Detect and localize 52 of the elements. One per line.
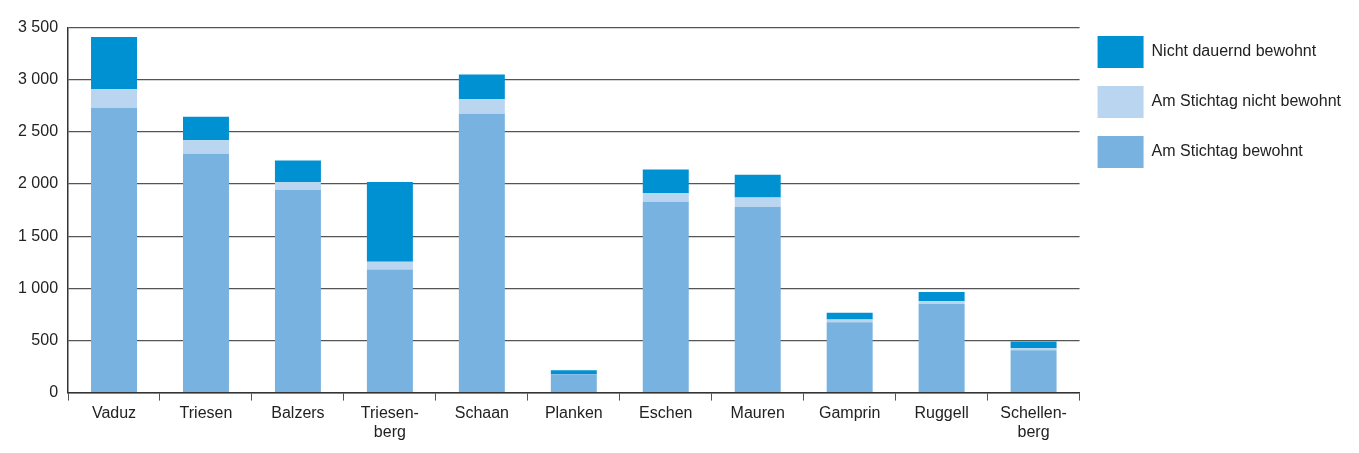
bar	[274, 160, 321, 182]
x-tick-label: Schaan	[454, 403, 509, 421]
bar	[91, 89, 138, 108]
legend-label: Am Stichtag bewohnt	[1151, 142, 1304, 160]
y-tick-label: 2 500	[17, 122, 59, 140]
bar	[826, 322, 873, 392]
legend-label: Am Stichtag nicht bewohnt	[1151, 92, 1342, 110]
y-tick-label: 3 500	[17, 18, 59, 36]
bar	[1010, 350, 1057, 392]
bar	[366, 269, 413, 392]
x-tick-label: Balzers	[271, 403, 325, 421]
y-tick-label: 2 000	[17, 174, 59, 192]
bar	[274, 181, 321, 190]
bar	[918, 291, 965, 302]
bar	[458, 113, 505, 392]
x-tick-label: Planken	[544, 403, 603, 421]
bar	[274, 189, 321, 392]
x-tick-label: Vaduz	[91, 403, 137, 421]
bar	[918, 301, 965, 304]
x-tick-label: Gamprin	[818, 403, 881, 421]
bar	[550, 370, 597, 375]
x-tick-label: Schellen- berg	[1000, 403, 1067, 440]
bar	[826, 312, 873, 320]
x-tick-label: Triesen- berg	[360, 403, 419, 440]
bar	[734, 174, 781, 198]
bar	[642, 169, 689, 193]
y-tick-label: 1 500	[17, 226, 59, 244]
bar	[182, 140, 229, 154]
bar	[642, 192, 689, 202]
bar	[182, 153, 229, 392]
y-tick-label: 1 000	[17, 278, 59, 296]
legend-label: Nicht dauernd bewohnt	[1151, 42, 1317, 60]
bar	[91, 36, 138, 90]
x-tick-label: Eschen	[639, 403, 693, 421]
bar	[366, 261, 413, 270]
y-tick-label: 500	[31, 330, 59, 348]
bar	[458, 99, 505, 114]
bar	[1010, 348, 1057, 351]
bar	[366, 181, 413, 262]
bar	[91, 107, 138, 392]
x-tick-label: Ruggell	[914, 403, 969, 421]
bar	[642, 201, 689, 392]
bar	[458, 74, 505, 100]
bar	[734, 197, 781, 207]
y-tick-label: 3 000	[17, 70, 59, 88]
x-tick-label: Mauren	[730, 403, 785, 421]
bar	[182, 116, 229, 141]
bar	[918, 303, 965, 392]
y-tick-label: 0	[49, 383, 59, 401]
x-tick-label: Triesen	[179, 403, 233, 421]
bar	[734, 206, 781, 392]
bar	[550, 374, 597, 392]
